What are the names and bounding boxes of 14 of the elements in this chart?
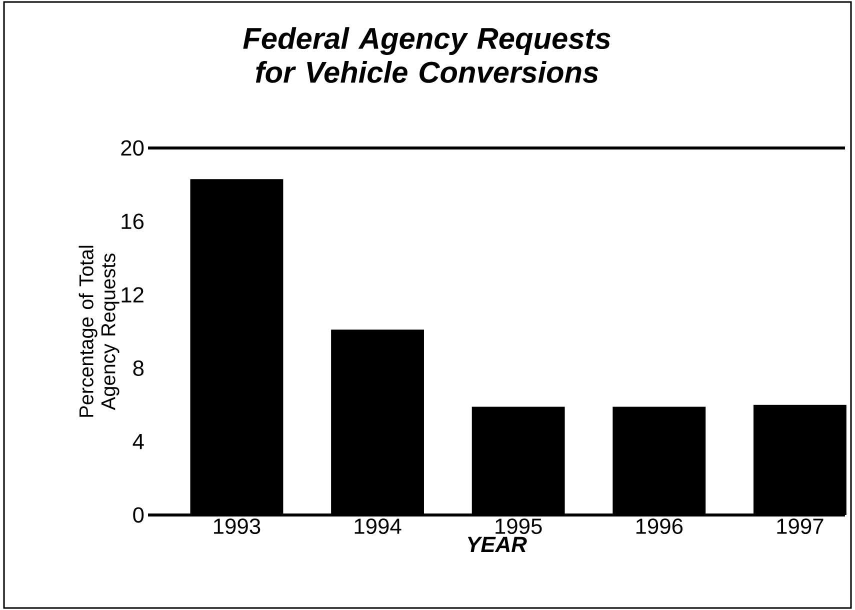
x-tick-label: 1997 — [777, 518, 824, 534]
x-tick-label: 1996 — [636, 518, 683, 534]
y-tick-label: 16 — [122, 214, 144, 230]
x-tick-label: 1994 — [354, 518, 402, 534]
y-tick-label: 4 — [132, 434, 144, 450]
chart-title: Federal Agency Requests for Vehicle Conversions — [243, 27, 610, 83]
y-tick-label: 0 — [133, 507, 144, 523]
y-tick-label: 12 — [122, 287, 144, 302]
x-tick-label: 1995 — [496, 518, 542, 534]
y-axis-title: Percentage of Total Agency Requests — [78, 246, 120, 417]
y-tick-label: 20 — [121, 140, 144, 156]
x-axis-title: YEAR — [468, 536, 527, 552]
y-tick-label: 8 — [133, 360, 144, 376]
x-tick-label: 1993 — [214, 518, 260, 534]
